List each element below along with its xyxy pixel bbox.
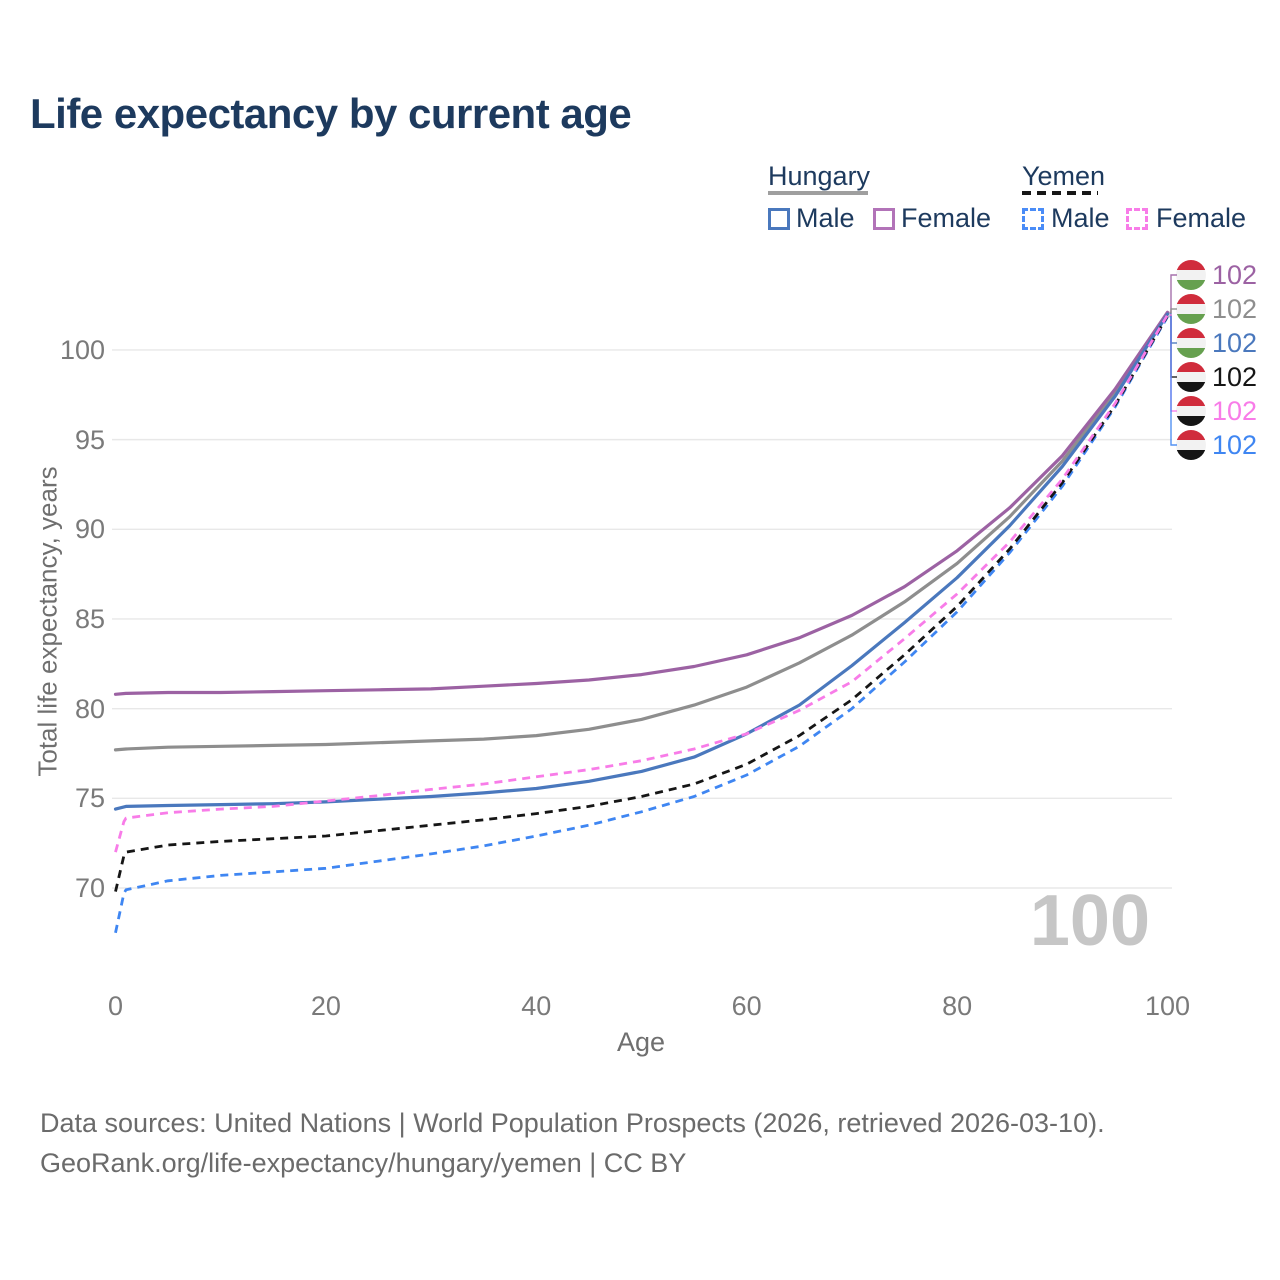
x-tick-label-0: 0 bbox=[107, 991, 124, 1021]
legend-group-yemen[interactable]: Yemen bbox=[1022, 161, 1106, 191]
yemen-flag-icon bbox=[1176, 396, 1206, 426]
x-axis-title: Age bbox=[616, 1027, 666, 1057]
data-sources-text: Data sources: United Nations | World Pop… bbox=[40, 1108, 1105, 1138]
hungary-flag-icon bbox=[1176, 260, 1206, 290]
x-tick-label-40: 40 bbox=[521, 991, 552, 1021]
series-line-yemen-female bbox=[114, 314, 1169, 853]
legend-swatch-yemen-male[interactable] bbox=[1022, 208, 1044, 230]
y-tick-label-85: 85 bbox=[74, 603, 105, 634]
leader-line-hungary-both-sexes bbox=[1169, 308, 1177, 314]
end-value-hungary-female: 102 bbox=[1212, 260, 1258, 290]
series-line-hungary-female bbox=[113, 310, 1170, 696]
yemen-flag-icon bbox=[1176, 362, 1206, 392]
x-tick-label-80: 80 bbox=[942, 991, 973, 1021]
x-tick-label-20: 20 bbox=[310, 991, 341, 1021]
end-value-yemen-male: 102 bbox=[1212, 430, 1258, 460]
legend-item-hungary-female[interactable]: Female bbox=[901, 203, 992, 233]
x-tick-label-60: 60 bbox=[731, 991, 762, 1021]
legend-swatch-yemen-female[interactable] bbox=[1126, 208, 1148, 230]
hungary-flag-icon bbox=[1176, 294, 1206, 324]
legend-underline-hungary bbox=[768, 191, 868, 195]
y-tick-label-70: 70 bbox=[74, 873, 105, 903]
legend-swatch-hungary-male[interactable] bbox=[768, 208, 790, 230]
legend-underline-yemen bbox=[1022, 191, 1098, 195]
y-tick-label-90: 90 bbox=[74, 514, 105, 545]
legend-group-hungary[interactable]: Hungary bbox=[768, 161, 871, 191]
y-tick-label-75: 75 bbox=[74, 783, 105, 814]
end-value-yemen-female: 102 bbox=[1212, 396, 1258, 426]
leader-line-hungary-female bbox=[1169, 274, 1177, 313]
x-tick-label-100: 100 bbox=[1144, 991, 1191, 1021]
end-value-hungary-male: 102 bbox=[1212, 328, 1258, 358]
age-watermark: 100 bbox=[1029, 881, 1150, 961]
y-tick-label-80: 80 bbox=[74, 693, 105, 724]
y-tick-label-95: 95 bbox=[74, 424, 105, 455]
yemen-flag-icon bbox=[1176, 430, 1206, 460]
series-line-hungary-male bbox=[113, 312, 1170, 811]
leader-line-yemen-male bbox=[1169, 316, 1177, 446]
attribution-link-text[interactable]: GeoRank.org/life-expectancy/hungary/yeme… bbox=[40, 1148, 687, 1178]
series-line-yemen-both-sexes bbox=[114, 315, 1169, 892]
y-tick-label-100: 100 bbox=[59, 334, 105, 365]
series-line-hungary-both-sexes bbox=[113, 311, 1170, 752]
page-title: Life expectancy by current age bbox=[30, 90, 632, 137]
end-value-hungary-both-sexes: 102 bbox=[1212, 294, 1258, 324]
legend-swatch-hungary-female[interactable] bbox=[873, 208, 895, 230]
end-value-yemen-both-sexes: 102 bbox=[1212, 362, 1258, 392]
legend-item-hungary-male[interactable]: Male bbox=[796, 203, 855, 233]
legend-item-yemen-male[interactable]: Male bbox=[1051, 203, 1110, 233]
legend-item-yemen-female[interactable]: Female bbox=[1156, 203, 1247, 233]
hungary-flag-icon bbox=[1176, 328, 1206, 358]
series-line-yemen-male bbox=[114, 316, 1169, 934]
